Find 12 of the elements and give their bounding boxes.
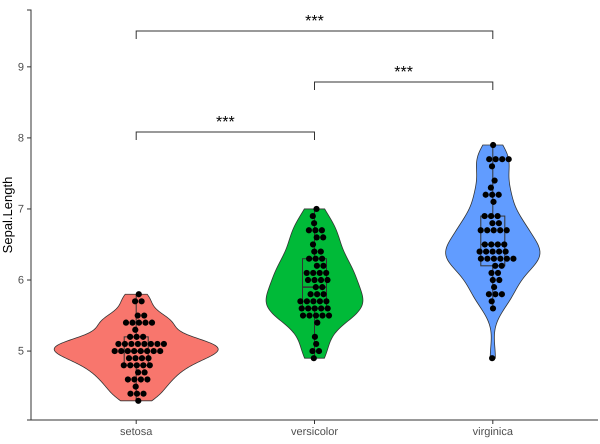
x-tick-label: setosa xyxy=(120,426,154,438)
y-tick-label: 6 xyxy=(18,274,24,287)
annotation: *** xyxy=(305,13,324,30)
y-tick-label: 7 xyxy=(18,203,24,216)
annotation: *** xyxy=(216,114,235,131)
y-axis-title: Sepal.Length xyxy=(0,176,15,254)
y-tick-label: 5 xyxy=(18,346,24,358)
x-tick-label: versicolor xyxy=(290,426,338,438)
x-tick-label: virginica xyxy=(472,426,514,438)
y-tick-label: 9 xyxy=(18,61,24,74)
annotation: *** xyxy=(394,64,413,81)
y-tick-label: 8 xyxy=(18,132,24,144)
